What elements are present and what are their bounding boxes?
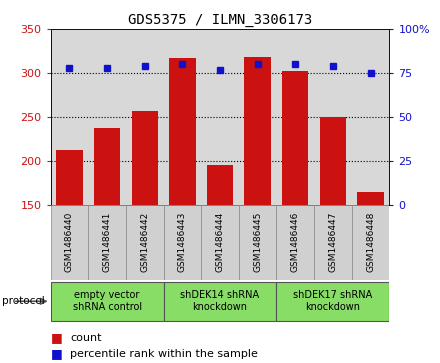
Bar [276, 205, 314, 280]
Bar [201, 205, 239, 280]
Text: empty vector
shRNA control: empty vector shRNA control [73, 290, 142, 312]
Bar [88, 205, 126, 280]
Text: ■: ■ [51, 347, 62, 360]
Text: GSM1486446: GSM1486446 [291, 212, 300, 273]
Text: percentile rank within the sample: percentile rank within the sample [70, 349, 258, 359]
Bar [207, 164, 233, 205]
Text: GSM1486440: GSM1486440 [65, 212, 74, 273]
Text: shDEK14 shRNA
knockdown: shDEK14 shRNA knockdown [180, 290, 260, 312]
Bar [314, 205, 352, 280]
Bar [164, 205, 201, 280]
Bar [132, 111, 158, 205]
Text: ■: ■ [51, 331, 62, 344]
Text: GSM1486447: GSM1486447 [328, 212, 337, 273]
Title: GDS5375 / ILMN_3306173: GDS5375 / ILMN_3306173 [128, 13, 312, 26]
Bar [320, 117, 346, 205]
Text: GSM1486441: GSM1486441 [103, 212, 112, 273]
Text: GSM1486444: GSM1486444 [216, 212, 224, 272]
Text: GSM1486442: GSM1486442 [140, 212, 149, 272]
Bar [164, 282, 276, 321]
Bar [94, 128, 120, 205]
Text: count: count [70, 333, 102, 343]
Text: protocol: protocol [2, 296, 45, 306]
Bar [51, 205, 88, 280]
Bar [126, 205, 164, 280]
Bar [56, 150, 83, 205]
Bar [51, 282, 164, 321]
Bar [357, 192, 384, 205]
Bar [239, 205, 276, 280]
Bar [169, 58, 195, 205]
Bar [352, 205, 389, 280]
Bar [245, 57, 271, 205]
Text: GSM1486443: GSM1486443 [178, 212, 187, 273]
Bar [282, 71, 308, 205]
Bar [276, 282, 389, 321]
Text: GSM1486445: GSM1486445 [253, 212, 262, 273]
Text: GSM1486448: GSM1486448 [366, 212, 375, 273]
Text: shDEK17 shRNA
knockdown: shDEK17 shRNA knockdown [293, 290, 373, 312]
